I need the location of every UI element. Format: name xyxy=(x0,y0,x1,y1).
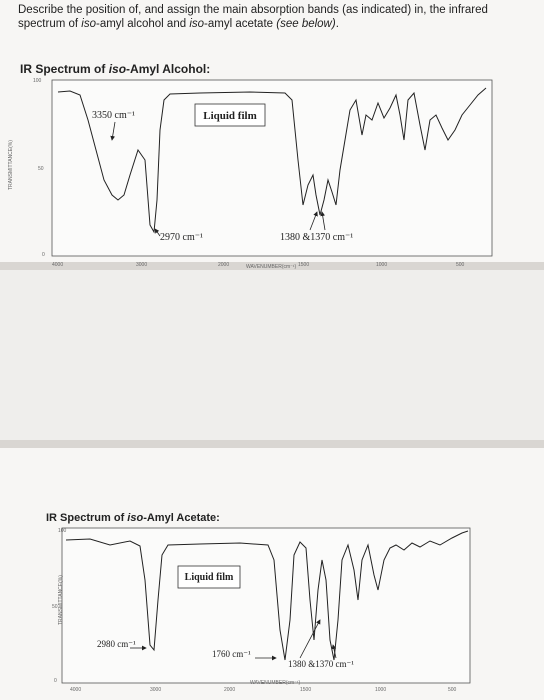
heading-text: -Amyl Acetate: xyxy=(143,512,220,524)
heading-text: IR Spectrum of xyxy=(20,62,109,76)
y-tick-label: 50 xyxy=(38,166,44,172)
question-text: -amyl alcohol and xyxy=(95,18,190,30)
x-axis-label: WAVENUMBER(cm⁻¹) xyxy=(246,264,296,270)
band-label: 1760 cm⁻¹ xyxy=(212,649,251,659)
y-tick-label: 0 xyxy=(54,678,57,684)
question-text: . xyxy=(335,18,339,30)
band-arrow xyxy=(320,211,326,231)
heading-text: IR Spectrum of xyxy=(46,512,128,524)
x-tick-label: 2000 xyxy=(218,262,229,268)
band-label: 2970 cm⁻¹ xyxy=(160,232,203,243)
x-tick-label: 3000 xyxy=(150,687,161,693)
y-tick-label: 100 xyxy=(58,528,67,534)
x-tick-label: 1500 xyxy=(298,262,309,268)
label-box xyxy=(177,565,241,589)
band-label: 3350 cm⁻¹ xyxy=(92,110,135,121)
y-axis-label: TRANSMITTANCE(%) xyxy=(8,140,14,190)
x-axis-label: WAVENUMBER(cm⁻¹) xyxy=(250,680,300,686)
band-label: 1380 &1370 cm⁻¹ xyxy=(280,232,353,243)
x-tick-label: 1000 xyxy=(375,687,386,693)
question-text: iso xyxy=(189,18,205,30)
x-tick-label: 500 xyxy=(456,262,465,268)
spectrum-heading: IR Spectrum of iso-Amyl Alcohol: xyxy=(20,62,210,76)
band-arrow xyxy=(331,644,337,659)
question-text: (see below) xyxy=(276,18,336,30)
spectrum-curve xyxy=(57,87,487,234)
band-label: 2980 cm⁻¹ xyxy=(97,639,136,649)
heading-text: iso xyxy=(108,62,127,76)
band-label: 1380 &1370 cm⁻¹ xyxy=(288,659,354,669)
spectrum-frame xyxy=(51,79,493,257)
heading-text: iso xyxy=(127,512,144,524)
question: Describe the position of, and assign the… xyxy=(18,3,518,31)
y-axis-label: TRANSMITTANCE(%) xyxy=(58,575,64,625)
band-arrow xyxy=(299,619,321,659)
sample-label: Liquid film xyxy=(203,110,257,122)
heading-text: -Amyl Alcohol: xyxy=(126,62,211,76)
question-text: Describe the position of, and assign the… xyxy=(18,4,488,30)
sheet-blank xyxy=(0,270,544,440)
spectrum-curve xyxy=(65,530,469,661)
x-tick-label: 4000 xyxy=(52,262,63,268)
x-tick-label: 3000 xyxy=(136,262,147,268)
x-tick-label: 1000 xyxy=(376,262,387,268)
x-tick-label: 500 xyxy=(448,687,457,693)
band-arrow xyxy=(110,121,116,141)
spectrum-heading: IR Spectrum of iso-Amyl Acetate: xyxy=(46,512,220,524)
question-text: -amyl acetate xyxy=(204,18,277,30)
x-tick-label: 1500 xyxy=(300,687,311,693)
y-tick-label: 100 xyxy=(33,78,42,84)
band-arrow xyxy=(154,228,161,237)
label-box xyxy=(194,103,266,127)
y-tick-label: 50 xyxy=(52,604,58,610)
y-tick-label: 0 xyxy=(42,252,45,258)
x-tick-label: 4000 xyxy=(70,687,81,693)
band-arrow xyxy=(309,211,318,231)
sample-label: Liquid film xyxy=(185,572,234,583)
x-tick-label: 2000 xyxy=(224,687,235,693)
question-text: iso xyxy=(81,18,96,30)
spectrum-frame xyxy=(61,527,471,684)
